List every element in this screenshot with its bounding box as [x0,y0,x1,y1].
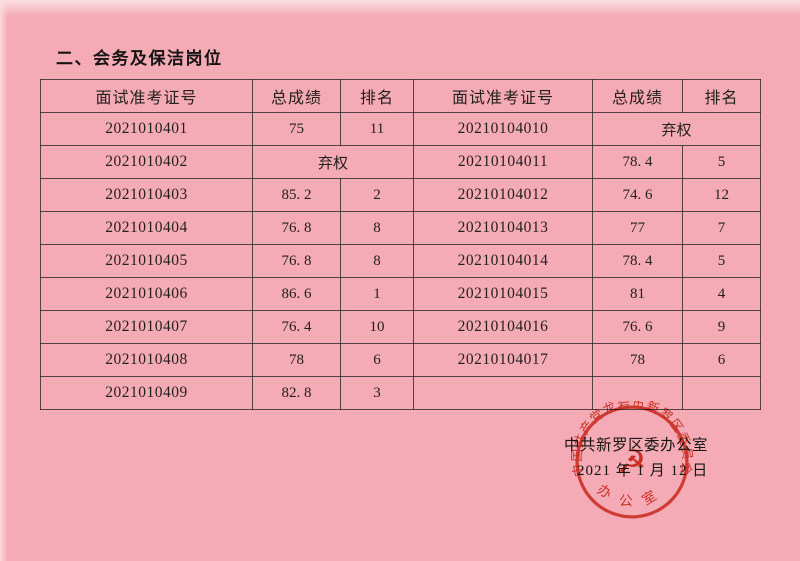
table-header-row: 面试准考证号 总成绩 排名 面试准考证号 总成绩 排名 [40,79,761,113]
rank-cell [682,376,761,410]
table-row: 2021010406 86. 6 1 20210104015 81 4 [40,277,761,311]
hammer-sickle-icon: ☭ [617,443,646,481]
score-cell: 82. 8 [252,376,341,410]
score-cell: 86. 6 [252,277,341,311]
exam-id-cell: 2021010401 [40,112,253,146]
exam-id-cell: 20210104014 [413,244,593,278]
exam-id-cell: 2021010406 [40,277,253,311]
table-row: 2021010401 75 11 20210104010 弃权 [40,112,761,146]
header-exam-id-left: 面试准考证号 [40,79,253,113]
table-row: 2021010408 78 6 20210104017 78 6 [40,343,761,377]
score-cell [592,376,683,410]
rank-cell: 1 [340,277,414,311]
section-title: 二、会务及保洁岗位 [56,49,223,68]
table-row: 2021010403 85. 2 2 20210104012 74. 6 12 [40,178,761,212]
exam-id-cell: 20210104017 [413,343,593,377]
score-cell: 78 [252,343,341,377]
score-cell: 81 [592,277,683,311]
exam-id-cell: 2021010403 [40,178,253,212]
rank-cell: 12 [682,178,761,212]
header-rank-right: 排名 [682,79,761,113]
rank-cell: 6 [340,343,414,377]
exam-id-cell: 20210104015 [413,277,593,311]
rank-cell: 8 [340,211,414,245]
exam-id-cell: 2021010409 [40,376,253,410]
header-score-left: 总成绩 [252,79,341,113]
issue-date: 2021 年 1 月 12 日 [577,463,709,479]
exam-id-cell: 2021010407 [40,310,253,344]
header-exam-id-right: 面试准考证号 [413,79,593,113]
table-row: 2021010402 弃权 20210104011 78. 4 5 [40,145,761,179]
waive-cell: 弃权 [592,112,761,146]
score-cell: 85. 2 [252,178,341,212]
exam-id-cell: 2021010408 [40,343,253,377]
score-cell: 78. 4 [592,145,683,179]
exam-id-cell: 20210104016 [413,310,593,344]
rank-cell: 11 [340,112,414,146]
stamp-ring [575,405,689,519]
rank-cell: 8 [340,244,414,278]
rank-cell: 7 [682,211,761,245]
score-cell: 75 [252,112,341,146]
table-row: 2021010405 76. 8 8 20210104014 78. 4 5 [40,244,761,278]
stamp-bottom-text: 办公室 [595,481,670,509]
rank-cell: 4 [682,277,761,311]
score-cell: 78. 4 [592,244,683,278]
score-cell: 77 [592,211,683,245]
score-cell: 78 [592,343,683,377]
exam-id-cell [413,376,593,410]
exam-id-cell: 20210104011 [413,145,593,179]
table-row: 2021010404 76. 8 8 20210104013 77 7 [40,211,761,245]
header-rank-left: 排名 [340,79,414,113]
exam-id-cell: 2021010405 [40,244,253,278]
table-row: 2021010409 82. 8 3 [40,376,761,410]
exam-id-cell: 20210104012 [413,178,593,212]
rank-cell: 6 [682,343,761,377]
rank-cell: 9 [682,310,761,344]
header-score-right: 总成绩 [592,79,683,113]
official-stamp: 中国共产党龙岩市新罗区委员会 办公室 ☭ [571,401,693,519]
rank-cell: 2 [340,178,414,212]
rank-cell: 5 [682,244,761,278]
rank-cell: 10 [340,310,414,344]
score-cell: 76. 8 [252,244,341,278]
score-cell: 76. 6 [592,310,683,344]
exam-id-cell: 20210104013 [413,211,593,245]
scan-edge-highlight-top [0,0,800,16]
exam-id-cell: 20210104010 [413,112,593,146]
score-cell: 76. 8 [252,211,341,245]
waive-cell: 弃权 [252,145,414,179]
score-table: 面试准考证号 总成绩 排名 面试准考证号 总成绩 排名 2021010401 7… [40,79,761,410]
table-row: 2021010407 76. 4 10 20210104016 76. 6 9 [40,310,761,344]
score-cell: 74. 6 [592,178,683,212]
score-cell: 76. 4 [252,310,341,344]
exam-id-cell: 2021010402 [40,145,253,179]
exam-id-cell: 2021010404 [40,211,253,245]
scan-edge-highlight-left [0,0,8,561]
issuing-office: 中共新罗区委办公室 [564,437,709,454]
rank-cell: 5 [682,145,761,179]
rank-cell: 3 [340,376,414,410]
